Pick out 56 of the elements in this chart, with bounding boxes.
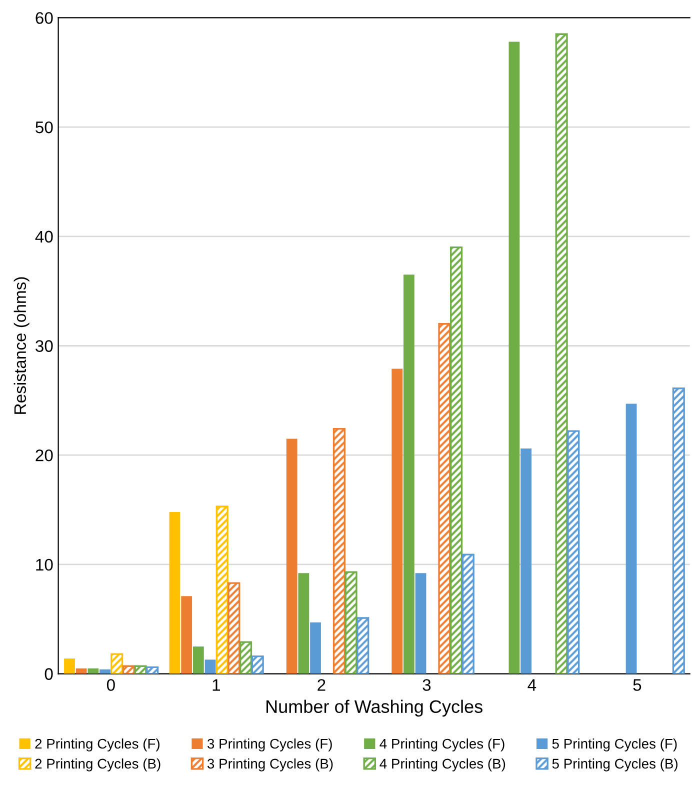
legend-label: 5 Printing Cycles (F) xyxy=(552,738,677,752)
legend-label: 2 Printing Cycles (B) xyxy=(35,758,160,772)
bar xyxy=(88,668,99,674)
y-tick-label: 20 xyxy=(36,449,53,462)
legend-label: 5 Printing Cycles (B) xyxy=(552,758,678,772)
y-tick-label: 30 xyxy=(36,340,53,352)
bar xyxy=(332,428,346,674)
bar xyxy=(228,582,240,674)
bar xyxy=(134,665,147,674)
bar xyxy=(181,596,192,674)
bar xyxy=(192,646,204,674)
y-tick-label: 50 xyxy=(36,121,53,134)
x-tick-label: 3 xyxy=(422,679,431,691)
bar xyxy=(392,368,403,674)
bar xyxy=(415,573,426,674)
x-tick-label: 5 xyxy=(633,679,642,691)
y-tick-label: 0 xyxy=(44,668,53,680)
bar xyxy=(520,448,532,674)
bar xyxy=(298,573,310,674)
bar xyxy=(110,653,124,674)
legend-label: 2 Printing Cycles (F) xyxy=(35,738,160,752)
bar xyxy=(567,430,580,674)
legend-label: 3 Printing Cycles (B) xyxy=(207,758,333,772)
bar xyxy=(462,554,474,674)
bar xyxy=(344,571,358,674)
bar xyxy=(286,438,298,674)
x-tick-label: 4 xyxy=(528,679,536,691)
bar xyxy=(450,246,463,674)
y-tick-label: 60 xyxy=(36,12,53,24)
bar xyxy=(508,42,520,674)
y-axis-title: Resistance (ohms) xyxy=(14,277,30,414)
bar xyxy=(555,33,568,674)
y-tick-label: 40 xyxy=(35,230,53,243)
bar xyxy=(169,512,180,674)
bar xyxy=(626,404,637,674)
x-tick-label: 0 xyxy=(106,679,115,691)
bar xyxy=(310,622,321,674)
bar xyxy=(64,658,75,674)
bar xyxy=(672,388,685,674)
legend-label: 4 Printing Cycles (F) xyxy=(380,738,504,752)
bar xyxy=(403,274,414,674)
x-axis-title: Number of Washing Cycles xyxy=(266,700,482,717)
bar xyxy=(216,506,228,674)
bar xyxy=(100,669,110,674)
legend-label: 3 Printing Cycles (F) xyxy=(207,738,332,752)
bar xyxy=(356,617,370,674)
bar xyxy=(438,323,451,674)
legend-label: 4 Printing Cycles (B) xyxy=(380,758,506,772)
bar xyxy=(76,668,87,674)
x-tick-label: 1 xyxy=(212,679,220,691)
bar xyxy=(204,660,216,674)
bar xyxy=(251,655,264,674)
y-tick-label: 10 xyxy=(36,558,53,571)
bar xyxy=(146,666,159,674)
x-tick-label: 2 xyxy=(318,679,326,691)
bar xyxy=(240,641,252,674)
